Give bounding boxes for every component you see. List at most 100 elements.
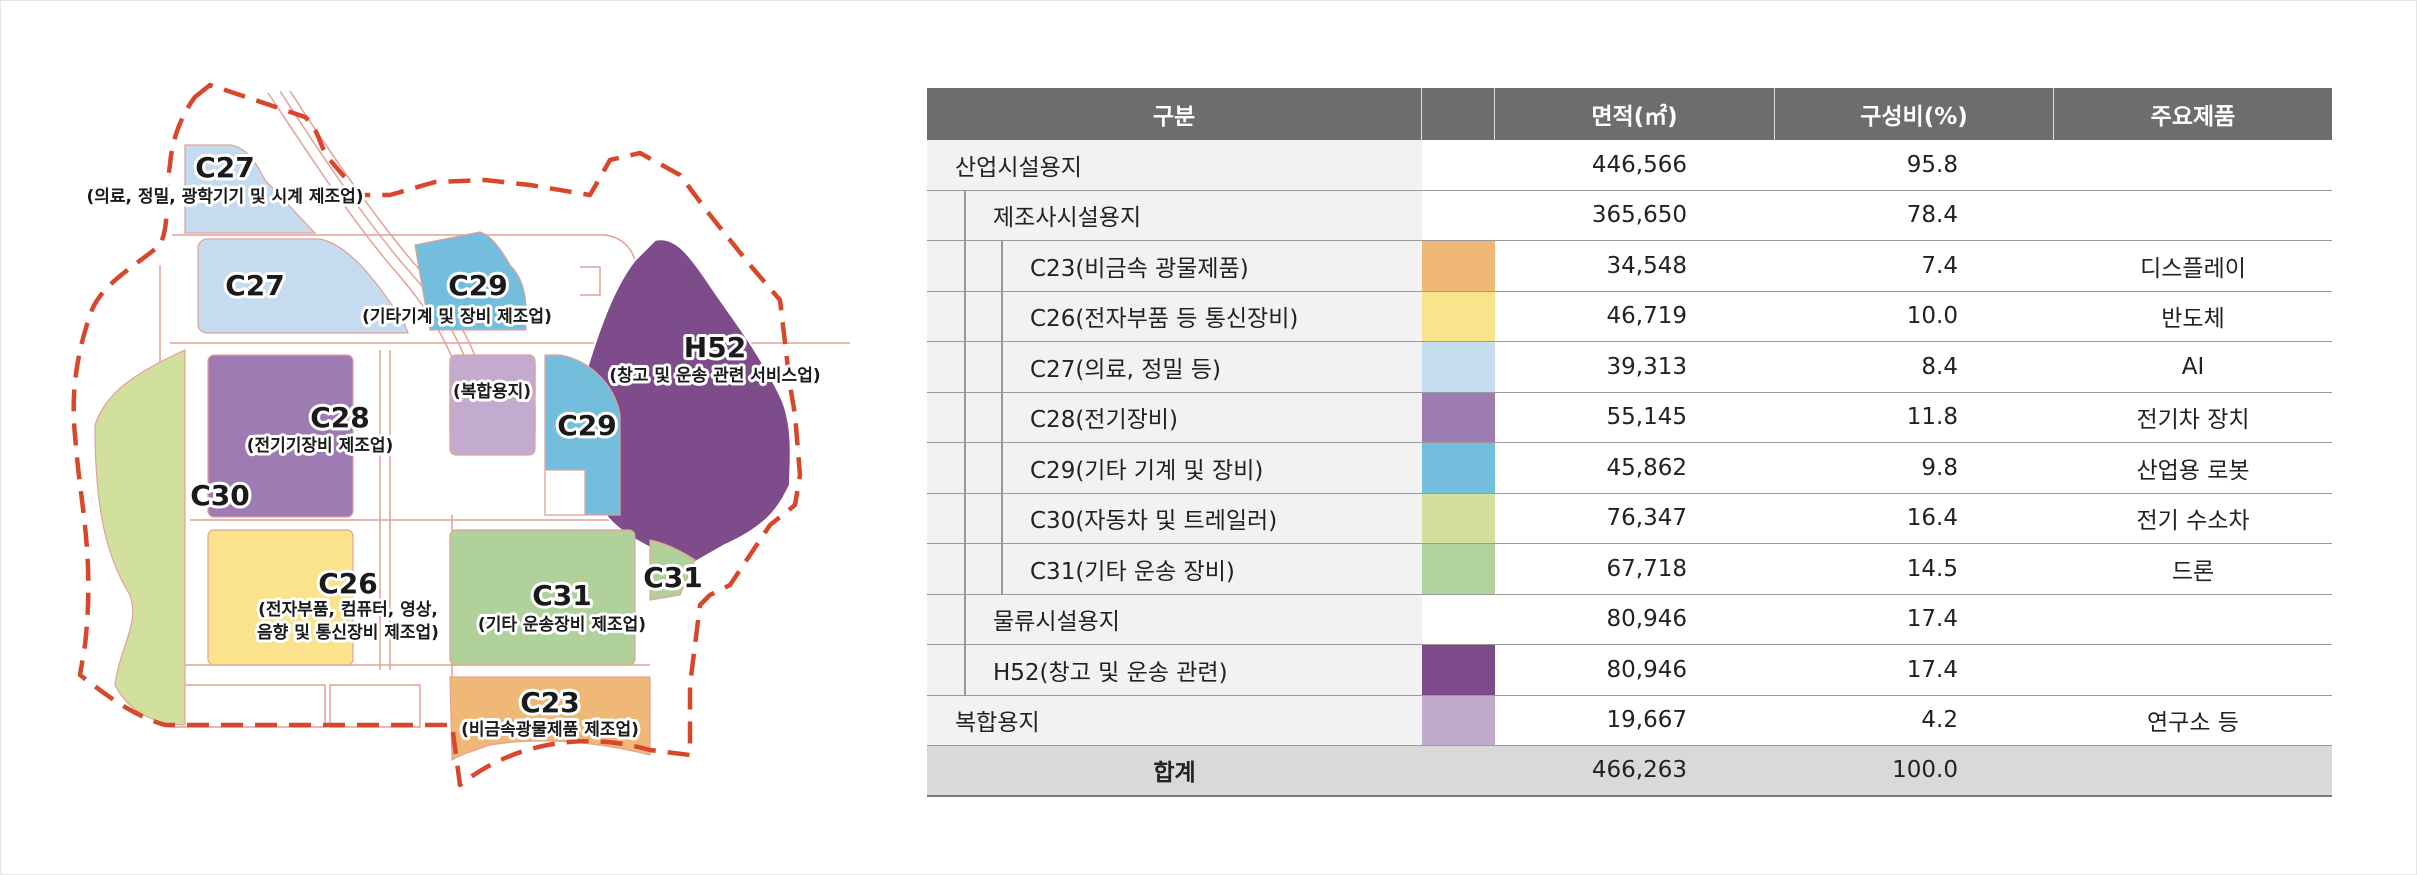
indent-guide [964,645,966,695]
label-c27-north-desc: (의료, 정밀, 광학기기 및 시계 제조업) [86,186,363,207]
swatch-fill [1422,695,1495,745]
label-c26-desc-1: (전자부품, 컴퓨터, 영상, [258,599,438,620]
label-c31-main-code: C31 [532,579,592,612]
zone-mixed-use[interactable] [449,354,536,456]
zone-c31-main[interactable] [449,529,636,666]
table-header-row: 구분 면적(㎡) 구성비(%) 주요제품 [927,88,2332,140]
row-area: 80,946 [1606,606,1687,633]
table-row: C31(기타 운송 장비) 67,718 14.5 드론 [927,544,2332,595]
swatch-fill [1422,342,1495,392]
table-row: C23(비금속 광물제품) 34,548 7.4 디스플레이 [927,241,2332,292]
indent-guide [964,241,966,291]
row-area: 365,650 [1591,202,1687,229]
header-products: 주요제품 [2150,104,2236,130]
label-c30-code: C30 [190,479,250,512]
table-row: 제조사시설용지 365,650 78.4 [927,190,2332,241]
row-category-label: C26(전자부품 등 통신장비) [1030,306,1299,333]
table-total-row: 합계 466,263 100.0 [927,746,2332,797]
row-ratio: 14.5 [1906,555,1958,582]
row-color-swatch [1422,241,1495,291]
row-category: C27(의료, 정밀 등) [927,342,1422,392]
swatch-fill [1422,392,1495,442]
row-area: 446,566 [1591,151,1687,178]
row-color-swatch [1422,695,1495,745]
row-category: 물류시설용지 [927,594,1422,644]
row-color-swatch [1422,594,1495,645]
row-category-label: C30(자동차 및 트레일러) [1030,508,1278,535]
swatch-fill [1422,191,1495,241]
label-c27-south-code: C27 [225,269,285,302]
row-ratio: 9.8 [1921,454,1958,481]
row-color-swatch [1422,291,1495,341]
row-area: 80,946 [1606,656,1687,683]
zone-c30[interactable] [94,349,186,726]
row-products: 전기 수소차 [2136,508,2250,535]
indent-guide [964,544,966,594]
site-land-use-map: C27 (의료, 정밀, 광학기기 및 시계 제조업) C27 C29 (기타기… [71,82,850,805]
indent-guide [1001,241,1003,291]
label-c31-east-code: C31 [643,561,703,594]
zone-c27-south[interactable] [197,238,409,334]
label-c28-desc: (전기기장비 제조업) [247,436,394,456]
row-category: C30(자동차 및 트레일러) [927,493,1422,543]
total-swatch [1422,746,1495,795]
indent-guide [964,443,966,493]
row-category-label: C28(전기장비) [1030,407,1178,434]
swatch-fill [1422,493,1495,543]
zone-c23[interactable] [449,676,651,762]
label-c27-north-code: C27 [195,151,255,184]
header-area: 면적(㎡) [1495,88,1775,140]
zone-c26[interactable] [207,529,354,666]
label-c29-north-code: C29 [448,269,508,302]
label-c26-desc-2: 음향 및 통신장비 제조업) [257,622,439,643]
row-category: 복합용지 [927,695,1422,745]
zone-c29-north[interactable] [414,231,527,331]
zone-labels: C27 (의료, 정밀, 광학기기 및 시계 제조업) C27 C29 (기타기… [83,148,823,743]
row-category: C28(전기장비) [927,392,1422,442]
row-area: 19,667 [1606,707,1687,734]
row-category-label: 물류시설용지 [993,609,1120,636]
table-row: 물류시설용지 80,946 17.4 [927,594,2332,645]
row-category: H52(창고 및 운송 관련) [927,645,1422,695]
indent-guide [1001,443,1003,493]
row-color-swatch [1422,544,1495,594]
row-color-swatch [1422,140,1495,190]
row-color-swatch [1422,493,1495,543]
row-category: C23(비금속 광물제품) [927,241,1422,291]
indent-guide [964,493,966,543]
row-products: 반도체 [2161,306,2225,333]
row-products [2054,595,2332,645]
indent-guide [1001,544,1003,594]
swatch-fill [1422,140,1495,190]
row-ratio: 17.4 [1906,606,1958,633]
swatch-fill [1422,595,1495,645]
row-category-label: C31(기타 운송 장비) [1030,558,1235,585]
row-category-label: 제조사시설용지 [993,205,1142,232]
row-color-swatch [1422,392,1495,442]
row-ratio: 7.4 [1921,252,1958,279]
row-area: 76,347 [1606,505,1687,532]
table-row: C28(전기장비) 55,145 11.8 전기차 장치 [927,392,2332,443]
swatch-fill [1422,291,1495,341]
row-category: C29(기타 기계 및 장비) [927,443,1422,493]
row-color-swatch [1422,443,1495,493]
row-area: 39,313 [1606,353,1687,380]
label-c29-south-code: C29 [557,409,617,442]
c29-cutout [544,469,586,516]
row-ratio: 10.0 [1906,303,1958,330]
land-use-table: 구분 면적(㎡) 구성비(%) 주요제품 산업시설용지 446,566 95.8… [927,88,2332,797]
row-products: 산업용 로봇 [2136,457,2250,484]
header-category: 구분 [927,88,1422,140]
row-products: 드론 [2171,558,2215,585]
zone-c28[interactable] [207,354,354,518]
table-row: C27(의료, 정밀 등) 39,313 8.4 AI [927,342,2332,393]
row-products: 디스플레이 [2140,255,2246,282]
row-color-swatch [1422,190,1495,241]
row-products [2054,645,2332,695]
indent-guide [964,291,966,341]
header-swatch [1422,88,1495,140]
zone-c31-east[interactable] [649,539,696,601]
zone-c27-north[interactable] [184,144,317,234]
row-color-swatch [1422,342,1495,392]
row-products: 전기차 장치 [2136,407,2250,434]
